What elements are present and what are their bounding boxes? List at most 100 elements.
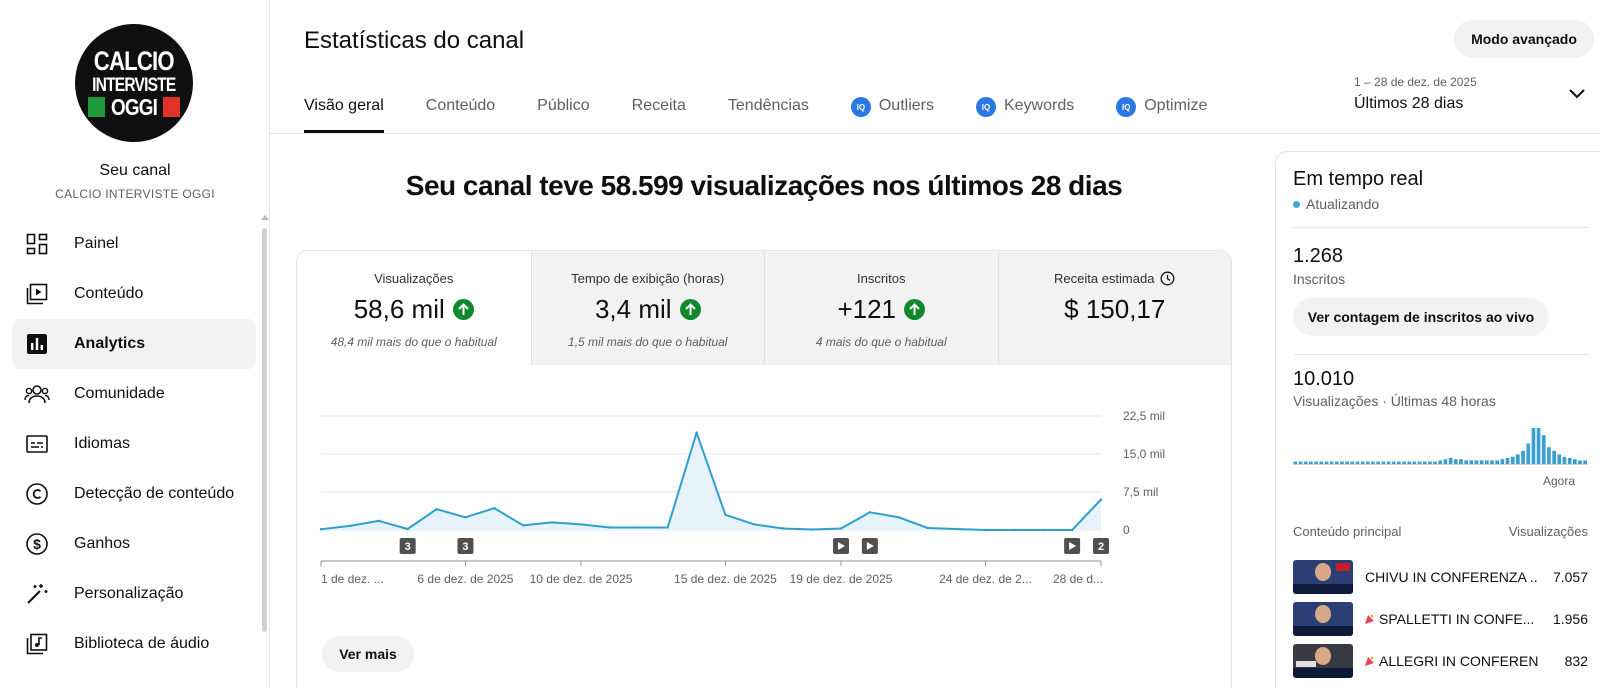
- x-tick-label: 24 de dez. de 2...: [939, 572, 1032, 586]
- realtime-bar: [1366, 461, 1370, 464]
- realtime-bar: [1516, 454, 1520, 464]
- realtime-bar: [1453, 459, 1458, 464]
- plugin-icon: IQ: [975, 97, 996, 117]
- sidebar-item-personalizacao[interactable]: Personalização: [12, 569, 256, 619]
- realtime-bar: [1391, 461, 1396, 464]
- data-point: [493, 507, 496, 510]
- top-video-row[interactable]: CHIVU IN CONFERENZA ... 7.057: [1293, 560, 1588, 594]
- sidebar-item-label: Analytics: [74, 335, 146, 352]
- realtime-bar: [1573, 459, 1577, 464]
- tab-receita[interactable]: Receita: [632, 85, 686, 133]
- metric-tabs: Visualizações 58,6 mil 48,4 mil mais do …: [297, 251, 1231, 365]
- tab-label: Conteúdo: [425, 97, 496, 114]
- metric-label: Inscritos: [857, 270, 906, 286]
- live-stream-icon: [1363, 613, 1375, 625]
- video-title: CHIVU IN CONFERENZA ...: [1365, 569, 1538, 585]
- tab-outliers[interactable]: IQ Outliers: [850, 85, 934, 133]
- clock-icon: [1160, 271, 1175, 286]
- realtime-bar: [1557, 454, 1562, 464]
- realtime-bar: [1397, 461, 1401, 464]
- data-point: [955, 527, 958, 531]
- sidebar-item-ganhos[interactable]: $ Ganhos: [12, 519, 256, 569]
- channel-title: Seu canal: [99, 162, 171, 179]
- content-icon: [24, 281, 50, 307]
- tab-label: Keywords: [1003, 97, 1075, 114]
- tab-label: Outliers: [878, 97, 934, 114]
- sidebar-scrollbar[interactable]: [262, 228, 267, 632]
- scroll-up-arrow[interactable]: [261, 215, 269, 220]
- data-point: [637, 526, 640, 529]
- sidebar-item-label: Painel: [74, 235, 119, 252]
- realtime-bar: [1314, 461, 1318, 464]
- realtime-bar: [1303, 461, 1308, 464]
- video-thumbnail: [1293, 560, 1353, 594]
- metric-subscribers[interactable]: Inscritos +121 4 mais do que o habitual: [764, 251, 998, 365]
- realtime-bar: [1402, 461, 1406, 464]
- metric-value: +121: [837, 293, 897, 324]
- logo-line-3: OGGI: [111, 93, 158, 120]
- data-point: [1070, 528, 1074, 532]
- sidebar-item-deteccao[interactable]: Detecção de conteúdo: [12, 469, 256, 519]
- top-content-header: Conteúdo principal Visualizações: [1293, 524, 1588, 539]
- top-video-row[interactable]: ALLEGRI IN CONFEREN... 832: [1293, 644, 1588, 678]
- live-subscriber-count-button[interactable]: Ver contagem de inscritos ao vivo: [1293, 298, 1549, 336]
- realtime-subscribers-value: 1.268: [1293, 245, 1344, 267]
- tab-keywords[interactable]: IQ Keywords: [975, 85, 1075, 133]
- svg-text:$: $: [33, 536, 41, 552]
- top-video-row[interactable]: SPALLETTI IN CONFE... 1.956: [1293, 602, 1588, 636]
- sidebar-item-comunidade[interactable]: Comunidade: [12, 369, 256, 419]
- date-range-selector[interactable]: 1 – 28 de dez. de 2025 Últimos 28 dias: [1354, 75, 1477, 113]
- metric-views[interactable]: Visualizações 58,6 mil 48,4 mil mais do …: [297, 251, 531, 365]
- data-point: [753, 523, 756, 526]
- sidebar-item-conteudo[interactable]: Conteúdo: [12, 269, 256, 319]
- sidebar-item-idiomas[interactable]: Idiomas: [12, 419, 256, 469]
- realtime-bar: [1428, 461, 1432, 464]
- x-tick-label: 6 de dez. de 2025: [417, 572, 513, 586]
- sidebar-item-analytics[interactable]: Analytics: [12, 319, 256, 369]
- realtime-bar: [1521, 450, 1525, 464]
- data-point: [839, 527, 843, 530]
- live-dot-icon: [1293, 200, 1300, 208]
- realtime-bar: [1412, 461, 1417, 464]
- data-point: [695, 431, 698, 434]
- sidebar-item-label: Comunidade: [74, 385, 165, 402]
- tab-tendencias[interactable]: Tendências: [728, 85, 809, 133]
- data-point: [406, 527, 409, 531]
- tab-publico[interactable]: Público: [537, 85, 589, 133]
- tab-label: Público: [537, 97, 590, 114]
- top-content-label: Conteúdo principal: [1293, 524, 1402, 539]
- sidebar-item-painel[interactable]: Painel: [12, 219, 256, 269]
- realtime-bar: [1485, 460, 1489, 464]
- data-point: [897, 516, 900, 519]
- realtime-bar: [1578, 460, 1582, 464]
- views-column-label: Visualizações: [1508, 524, 1588, 539]
- metric-watch-time[interactable]: Tempo de exibição (horas) 3,4 mil 1,5 mi…: [530, 251, 765, 365]
- tab-optimize[interactable]: IQ Optimize: [1116, 85, 1207, 133]
- realtime-bar: [1567, 458, 1572, 464]
- tab-visao-geral[interactable]: Visão geral: [304, 85, 384, 133]
- data-point: [782, 527, 785, 530]
- sidebar-item-biblioteca-audio[interactable]: Biblioteca de áudio: [12, 619, 256, 669]
- data-point: [1099, 498, 1103, 501]
- data-point: [926, 526, 929, 530]
- realtime-bar: [1505, 458, 1510, 464]
- realtime-bar-chart[interactable]: [1293, 422, 1588, 468]
- x-tick-label: 28 de d...: [1053, 572, 1103, 586]
- advanced-mode-button[interactable]: Modo avançado: [1454, 20, 1594, 58]
- chevron-down-icon[interactable]: [1568, 87, 1586, 105]
- realtime-bar: [1407, 461, 1412, 464]
- metric-label: Tempo de exibição (horas): [571, 270, 725, 286]
- y-tick-label: 22,5 mil: [1123, 409, 1165, 423]
- tab-label: Receita: [631, 97, 686, 114]
- tab-label: Tendências: [727, 97, 809, 114]
- realtime-bar: [1479, 460, 1484, 464]
- channel-logo[interactable]: CALCIO INTERVISTE OGGI: [75, 24, 193, 142]
- tab-conteudo[interactable]: Conteúdo: [426, 85, 495, 133]
- metric-note: 4 mais do que o habitual: [815, 335, 947, 349]
- metric-value-row: 3,4 mil: [532, 291, 765, 327]
- metric-value: 58,6 mil: [353, 293, 445, 324]
- realtime-bar: [1536, 428, 1541, 464]
- page-title: Estatísticas do canal: [304, 27, 525, 54]
- see-more-button[interactable]: Ver mais: [322, 636, 414, 672]
- metric-revenue[interactable]: Receita estimada $ 150,17: [997, 251, 1231, 365]
